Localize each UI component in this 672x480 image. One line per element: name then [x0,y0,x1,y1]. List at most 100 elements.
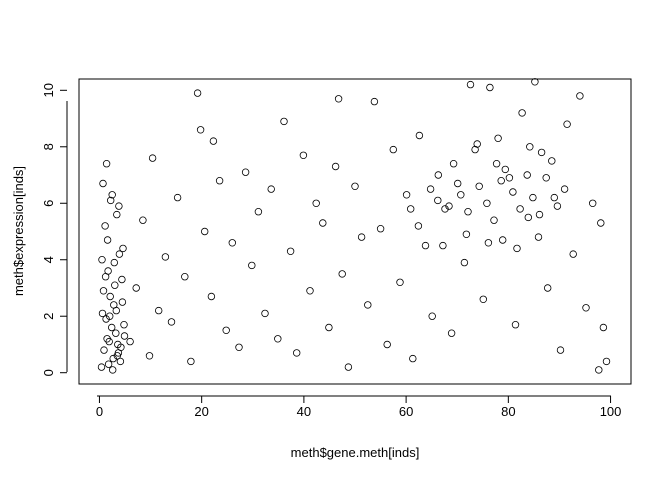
scatter-point [602,357,611,366]
scatter-point [334,95,343,103]
scatter-point [351,182,359,190]
scatter-point [484,239,493,247]
x-tick-label: 20 [194,404,208,419]
scatter-point [200,227,209,236]
scatter-point [120,321,128,329]
scatter-point [599,323,608,332]
scatter-point [267,185,275,193]
scatter-point [553,202,562,210]
y-tick-label: 2 [41,313,56,320]
scatter-point [254,207,263,216]
y-tick-label: 4 [41,256,56,263]
scatter-point [222,326,230,334]
scatter-point [513,244,521,253]
scatter-point [274,335,282,343]
scatter-point [106,196,115,205]
scatter-point [101,222,109,230]
scatter-point [98,309,107,318]
y-tick-label: 10 [41,83,56,97]
y-tick-label: 0 [41,369,56,376]
scatter-point [115,250,124,258]
scatter-point [471,145,479,154]
scatter-point [235,343,243,351]
scatter-point [535,210,544,219]
scatter-point [108,191,116,199]
scatter-points [97,78,611,374]
scatter-point [582,304,590,312]
scatter-point [280,117,288,126]
scatter-point [526,143,534,151]
scatter-point [415,131,424,140]
scatter-point [132,284,140,292]
scatter-point [97,363,106,371]
scatter-point [576,92,584,100]
scatter-point [447,329,456,337]
x-axis-title: meth$gene.meth[inds] [291,445,420,460]
scatter-point [516,205,524,213]
scatter-point [115,202,123,210]
scatter-point [550,193,558,202]
scatter-point [537,148,546,157]
scatter-point [161,253,170,261]
scatter-point [505,174,514,182]
scatter-point [589,199,597,207]
scatter-point [499,236,507,244]
scatter-point [187,357,195,366]
x-tick-label: 100 [600,404,622,419]
scatter-point [563,120,571,128]
scatter-point [286,247,295,255]
scatter-point [145,352,154,360]
scatter-point [486,83,494,92]
scatter-point [523,171,531,179]
scatter-point [434,171,442,179]
scatter-point [560,185,569,193]
scatter-point [454,179,462,188]
scatter-point [104,360,113,368]
scatter-point [421,241,430,250]
plot-area-frame [78,78,632,385]
scatter-point [344,363,353,371]
x-tick-label: 0 [96,404,103,419]
scatter-point [119,244,127,253]
scatter-point [325,323,333,332]
scatter-point [402,191,411,199]
scatter-point [110,301,118,309]
scatter-point [364,301,372,309]
scatter-point [509,188,517,196]
scatter-point [107,323,116,332]
scatter-point [595,366,603,374]
scatter-point [449,159,458,168]
y-axis-title: meth$expression[inds] [11,166,26,296]
scatter-point [556,346,565,354]
scatter-point [434,196,442,205]
scatter-point [338,270,346,278]
scatter-point [428,312,436,320]
scatter-point [376,224,385,233]
scatter-point [120,332,129,340]
scatter-point [370,97,379,106]
scatter-point [105,337,113,346]
scatter-point [409,354,417,363]
scatter-point [479,295,487,303]
scatter-point [99,287,108,295]
scatter-point [312,199,320,207]
scatter-point [98,256,106,264]
scatter-point [597,219,605,227]
scatter-point [104,267,112,275]
y-tick-label: 6 [41,200,56,207]
scatter-point [207,292,216,301]
scatter-point [154,306,163,315]
scatter-point [542,174,550,182]
scatter-point [357,233,366,241]
scatter-point [116,357,125,366]
scatter-point [475,182,483,190]
scatter-point [439,241,447,250]
scatter-point [215,176,224,185]
scatter-point [319,219,327,227]
scatter-point [103,236,112,244]
scatter-point [494,134,502,142]
scatter-point [299,151,308,159]
scatter-point [113,210,121,219]
scatter-point [100,346,108,354]
scatter-point [548,157,556,165]
